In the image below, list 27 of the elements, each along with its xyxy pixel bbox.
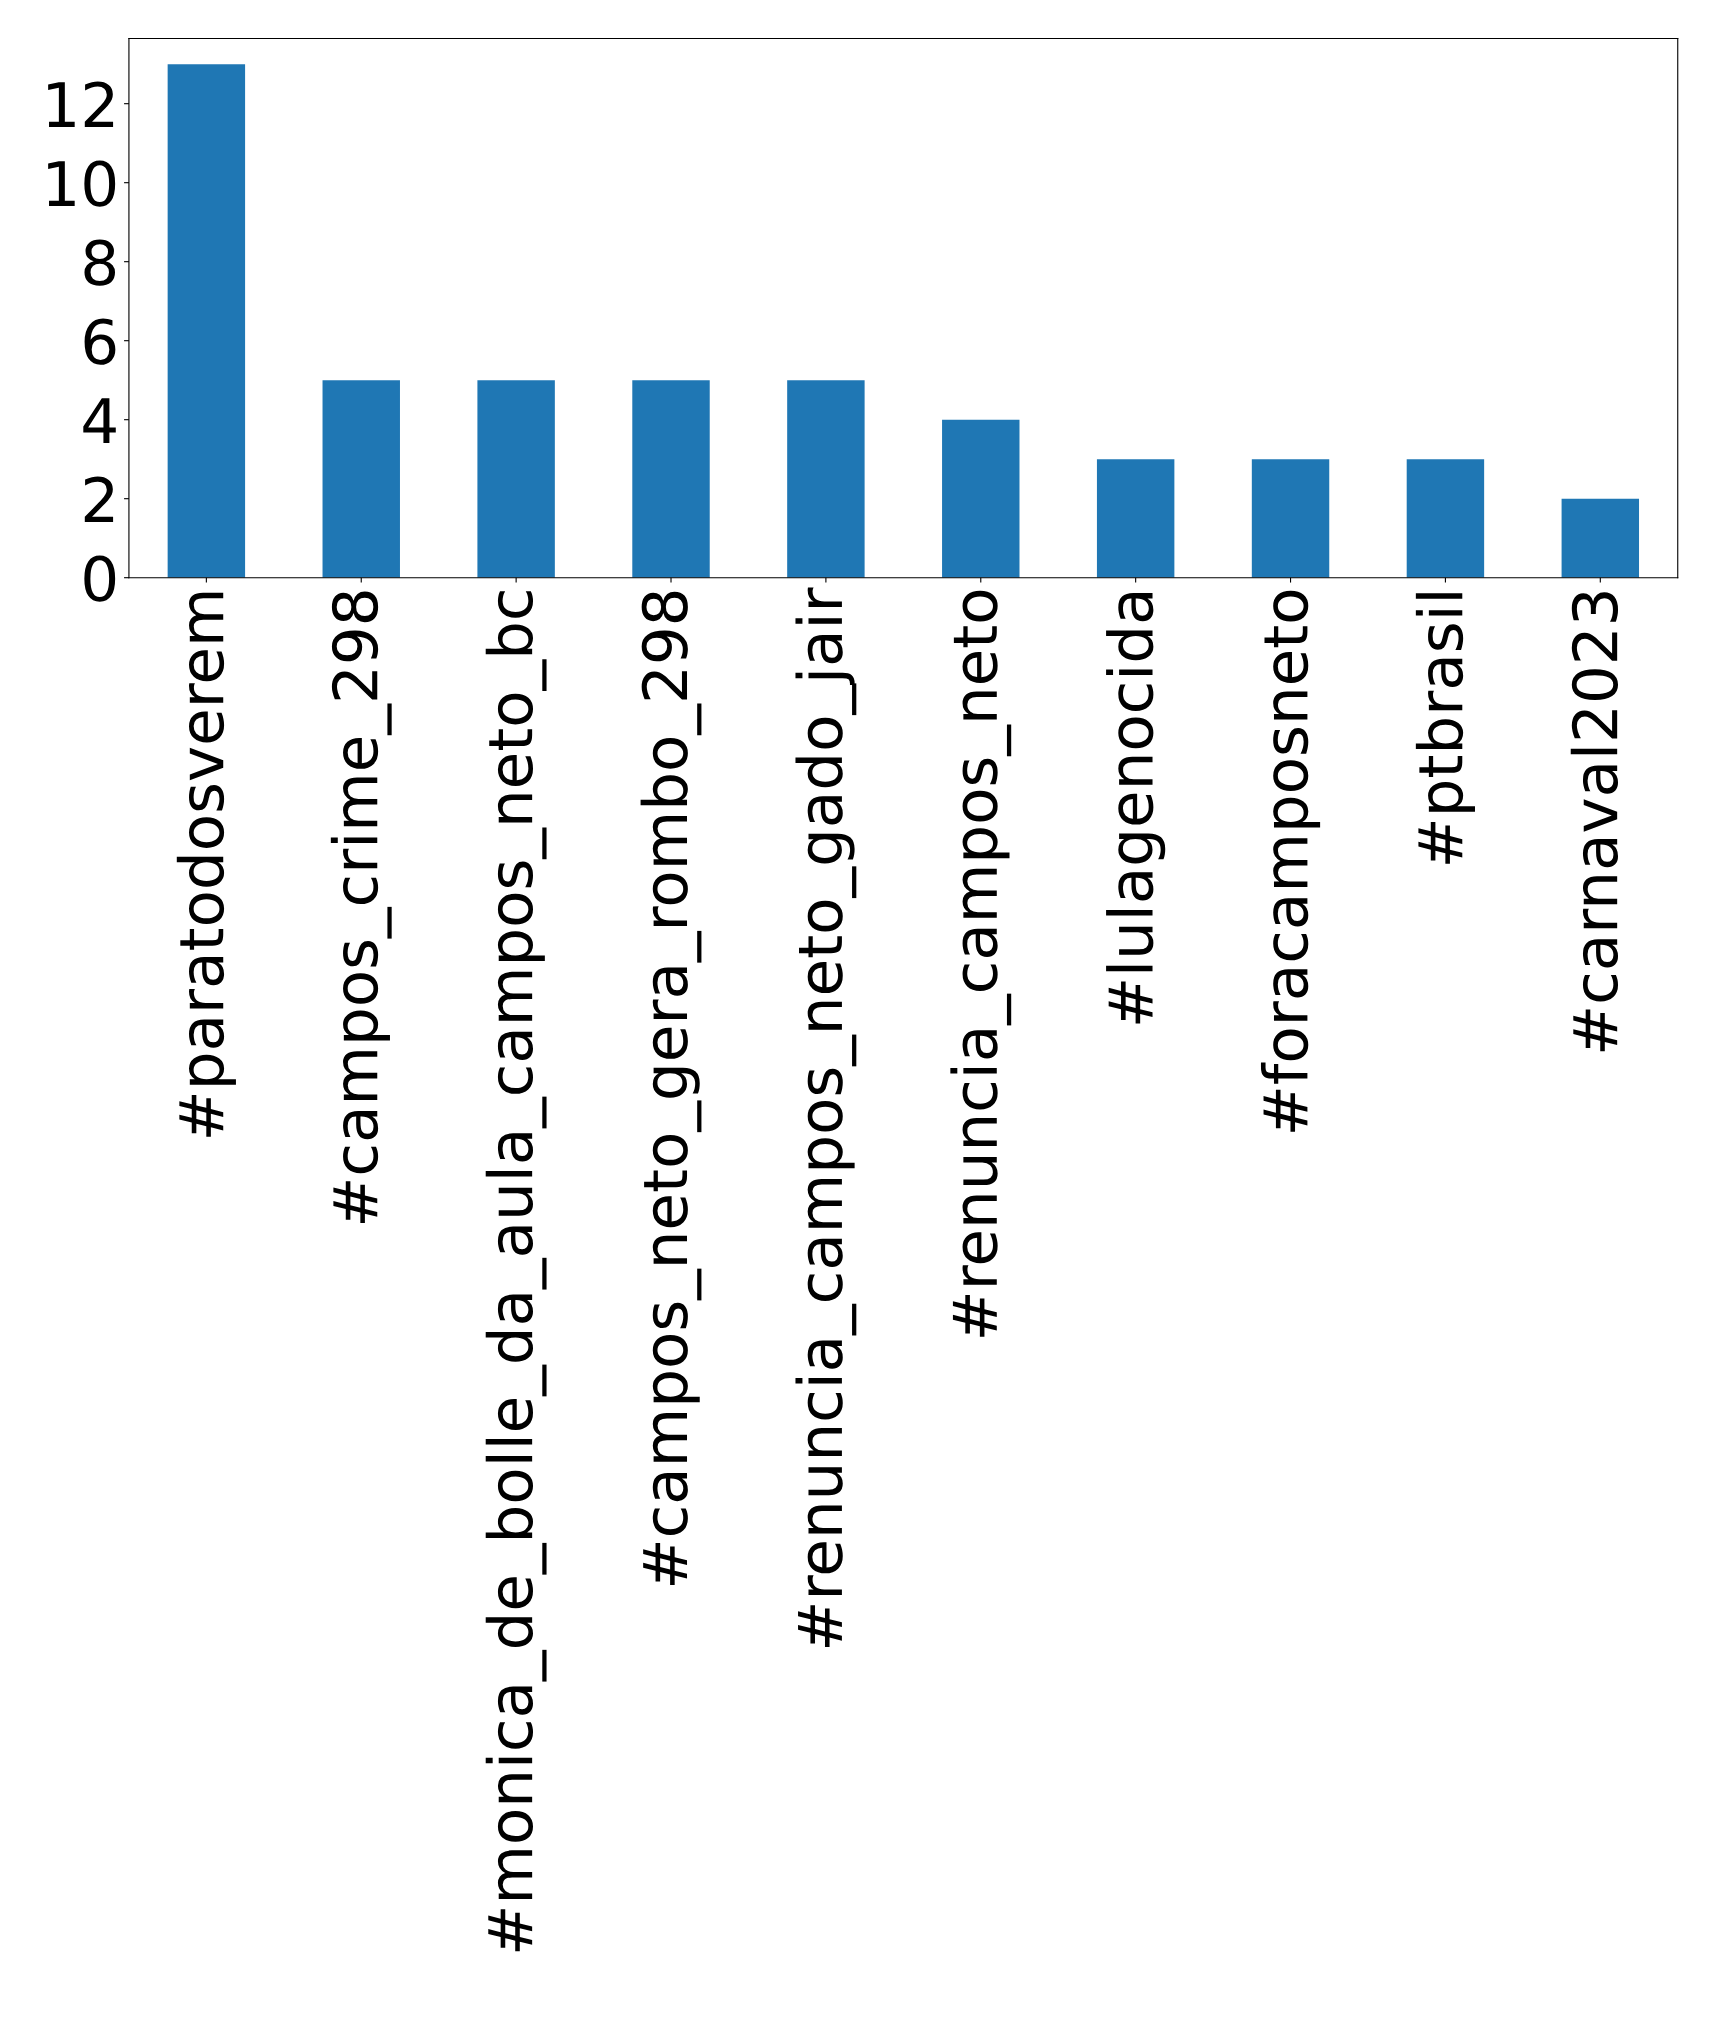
- bar: [632, 380, 710, 578]
- bar: [322, 380, 400, 578]
- bar: [1251, 459, 1330, 578]
- x-tick-label: #renuncia_campos_neto: [950, 590, 1012, 1337]
- x-tick-label: #ptbrasil: [1415, 593, 1475, 864]
- x-tick-label: #monica_de_bolle_da_aula_campos_neto_bc: [485, 591, 547, 1952]
- y-tick-label: 2: [84, 476, 114, 522]
- x-tick-label: #paratodosverem: [176, 592, 236, 1137]
- x-tick-label: #campos_neto_gera_rombo_298: [640, 591, 702, 1585]
- bar: [167, 64, 246, 578]
- y-tick-label: 8: [84, 239, 116, 286]
- x-tick-label: #lulagenocida: [1106, 592, 1166, 1024]
- y-tick-label: 12: [48, 81, 114, 127]
- x-tick-label: #renuncia_campos_neto_gado_jair: [795, 587, 857, 1647]
- x-tick-label: #carnaval2023: [1570, 592, 1619, 1052]
- x-tick-label: #foracamposneto: [1260, 590, 1321, 1132]
- bar: [1096, 459, 1175, 578]
- bar: [1406, 459, 1485, 578]
- y-tick-label: 0: [84, 555, 116, 602]
- bar: [1561, 498, 1640, 578]
- bar: [787, 380, 865, 578]
- x-tick-label: #campos_crime_298: [330, 591, 392, 1224]
- y-tick-label: 4: [83, 398, 116, 443]
- bar: [942, 419, 1020, 578]
- y-tick-label: 6: [84, 318, 116, 365]
- y-tick-label: 10: [48, 160, 116, 207]
- bar: [477, 380, 555, 578]
